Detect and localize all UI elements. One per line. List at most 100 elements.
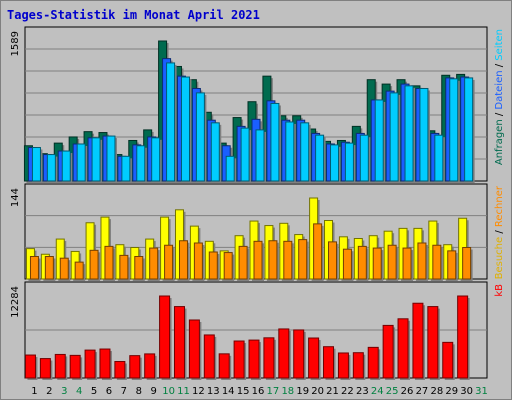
bar-middle-rechner-day-29 [447,250,457,280]
axis-label-separator: / [494,61,505,71]
x-axis-label-day-11: 11 [177,386,190,397]
x-axis-label-day-10: 10 [162,386,175,397]
bar-top-seiten-day-5 [91,137,101,182]
bar-bottom-kb-day-22 [337,352,349,379]
x-axis-label-day-6: 6 [106,386,112,397]
x-axis-label-day-19: 19 [296,386,309,397]
axis-label-kb: kB [494,284,505,297]
bar-bottom-kb-day-7 [114,361,126,379]
bar-middle-rechner-day-5 [89,249,99,280]
bar-top-seiten-day-8 [136,145,146,182]
bar-bottom-kb-day-30 [457,295,469,379]
bar-middle-rechner-day-3 [59,257,69,280]
bar-middle-rechner-day-4 [74,261,84,280]
bar-top-seiten-day-27 [419,87,429,182]
bar-top-seiten-day-18 [285,121,295,182]
bar-bottom-kb-day-18 [278,328,290,379]
x-axis-label-day-12: 12 [192,386,205,397]
bar-top-seiten-day-29 [449,78,459,182]
bar-bottom-kb-day-25 [382,324,394,379]
bar-bottom-kb-day-29 [442,341,454,379]
bar-bottom-kb-day-27 [412,302,424,379]
bar-top-seiten-day-4 [76,143,86,182]
bar-middle-rechner-day-7 [119,254,129,280]
bar-middle-rechner-day-14 [223,252,233,280]
bar-middle-rechner-day-11 [178,240,188,280]
bar-middle-rechner-day-26 [402,247,412,280]
axis-label-separator: / [494,110,505,120]
bar-middle-rechner-day-22 [342,248,352,280]
bar-bottom-kb-day-13 [203,334,215,379]
bar-top-seiten-day-22 [344,142,354,182]
panel-middle-y-max-label: 144 [10,188,21,207]
bar-top-seiten-day-1 [31,147,41,182]
bar-top-seiten-day-9 [151,137,161,182]
bar-middle-rechner-day-23 [357,245,367,280]
bar-middle-rechner-day-10 [164,244,174,280]
x-axis-label-day-9: 9 [150,386,156,397]
bar-bottom-kb-day-24 [367,346,379,379]
bar-middle-rechner-day-16 [253,240,263,280]
chart-title: Tages-Statistik im Monat April 2021 [7,8,260,22]
x-axis-label-day-13: 13 [207,386,220,397]
bar-middle-rechner-day-1 [29,256,39,280]
bar-bottom-kb-day-2 [39,358,51,379]
bar-top-seiten-day-21 [330,144,340,182]
bar-middle-rechner-day-27 [417,242,427,280]
x-axis-label-day-16: 16 [252,386,265,397]
x-axis-label-day-18: 18 [281,386,294,397]
bar-middle-rechner-day-9 [149,247,159,280]
panel-bottom-right-axis-label: kB [494,284,505,297]
bar-bottom-kb-day-10 [159,295,171,379]
bar-top-seiten-day-20 [315,134,325,182]
bar-bottom-kb-day-17 [263,337,275,379]
bar-middle-rechner-day-24 [372,247,382,280]
bar-middle-rechner-day-25 [387,244,397,280]
bar-top-seiten-day-19 [300,122,310,182]
bar-bottom-kb-day-20 [308,337,320,379]
bar-middle-rechner-day-8 [134,256,144,280]
x-axis-label-day-7: 7 [121,386,127,397]
bar-middle-rechner-day-12 [193,242,203,280]
bar-middle-rechner-day-18 [283,240,293,280]
bar-top-seiten-day-6 [106,135,116,182]
bar-top-seiten-day-3 [61,150,71,182]
panel-top-right-axis-label: Anfragen / Dateien / Seiten [494,29,505,165]
bar-middle-rechner-day-20 [313,223,323,280]
bar-top-seiten-day-24 [374,99,384,182]
axis-label-anfragen: Anfragen [494,119,505,165]
bar-top-seiten-day-25 [389,92,399,182]
bar-top-seiten-day-13 [210,122,220,182]
bar-bottom-kb-day-16 [248,339,260,379]
bar-top-seiten-day-7 [121,155,131,182]
bar-top-seiten-day-17 [270,102,280,182]
bar-top-seiten-day-15 [240,127,250,182]
x-axis-label-day-8: 8 [136,386,142,397]
bar-top-seiten-day-26 [404,85,414,182]
x-axis-label-day-3: 3 [61,386,67,397]
bar-middle-rechner-day-17 [268,240,278,280]
x-axis-label-day-30: 30 [460,386,473,397]
x-axis-label-day-1: 1 [31,386,37,397]
bar-middle-rechner-day-28 [432,244,442,280]
bar-bottom-kb-day-15 [233,340,245,379]
panel-middle-right-axis-label: Besuche / Rechner [494,185,505,279]
x-axis-label-day-24: 24 [371,386,384,397]
bar-bottom-kb-day-3 [54,353,66,379]
bar-middle-rechner-day-21 [328,241,338,280]
x-axis-label-day-21: 21 [326,386,339,397]
x-axis-label-day-17: 17 [267,386,280,397]
x-axis-label-day-27: 27 [416,386,429,397]
bar-top-seiten-day-12 [195,92,205,182]
x-axis-label-day-29: 29 [445,386,458,397]
bar-middle-rechner-day-13 [208,251,218,280]
bar-bottom-kb-day-26 [397,318,409,379]
bar-top-seiten-day-16 [255,129,265,182]
x-axis-label-day-20: 20 [311,386,324,397]
bar-bottom-kb-day-12 [188,319,200,379]
bar-middle-rechner-day-6 [104,245,114,280]
x-axis-label-day-25: 25 [386,386,399,397]
x-axis-label-day-23: 23 [356,386,369,397]
